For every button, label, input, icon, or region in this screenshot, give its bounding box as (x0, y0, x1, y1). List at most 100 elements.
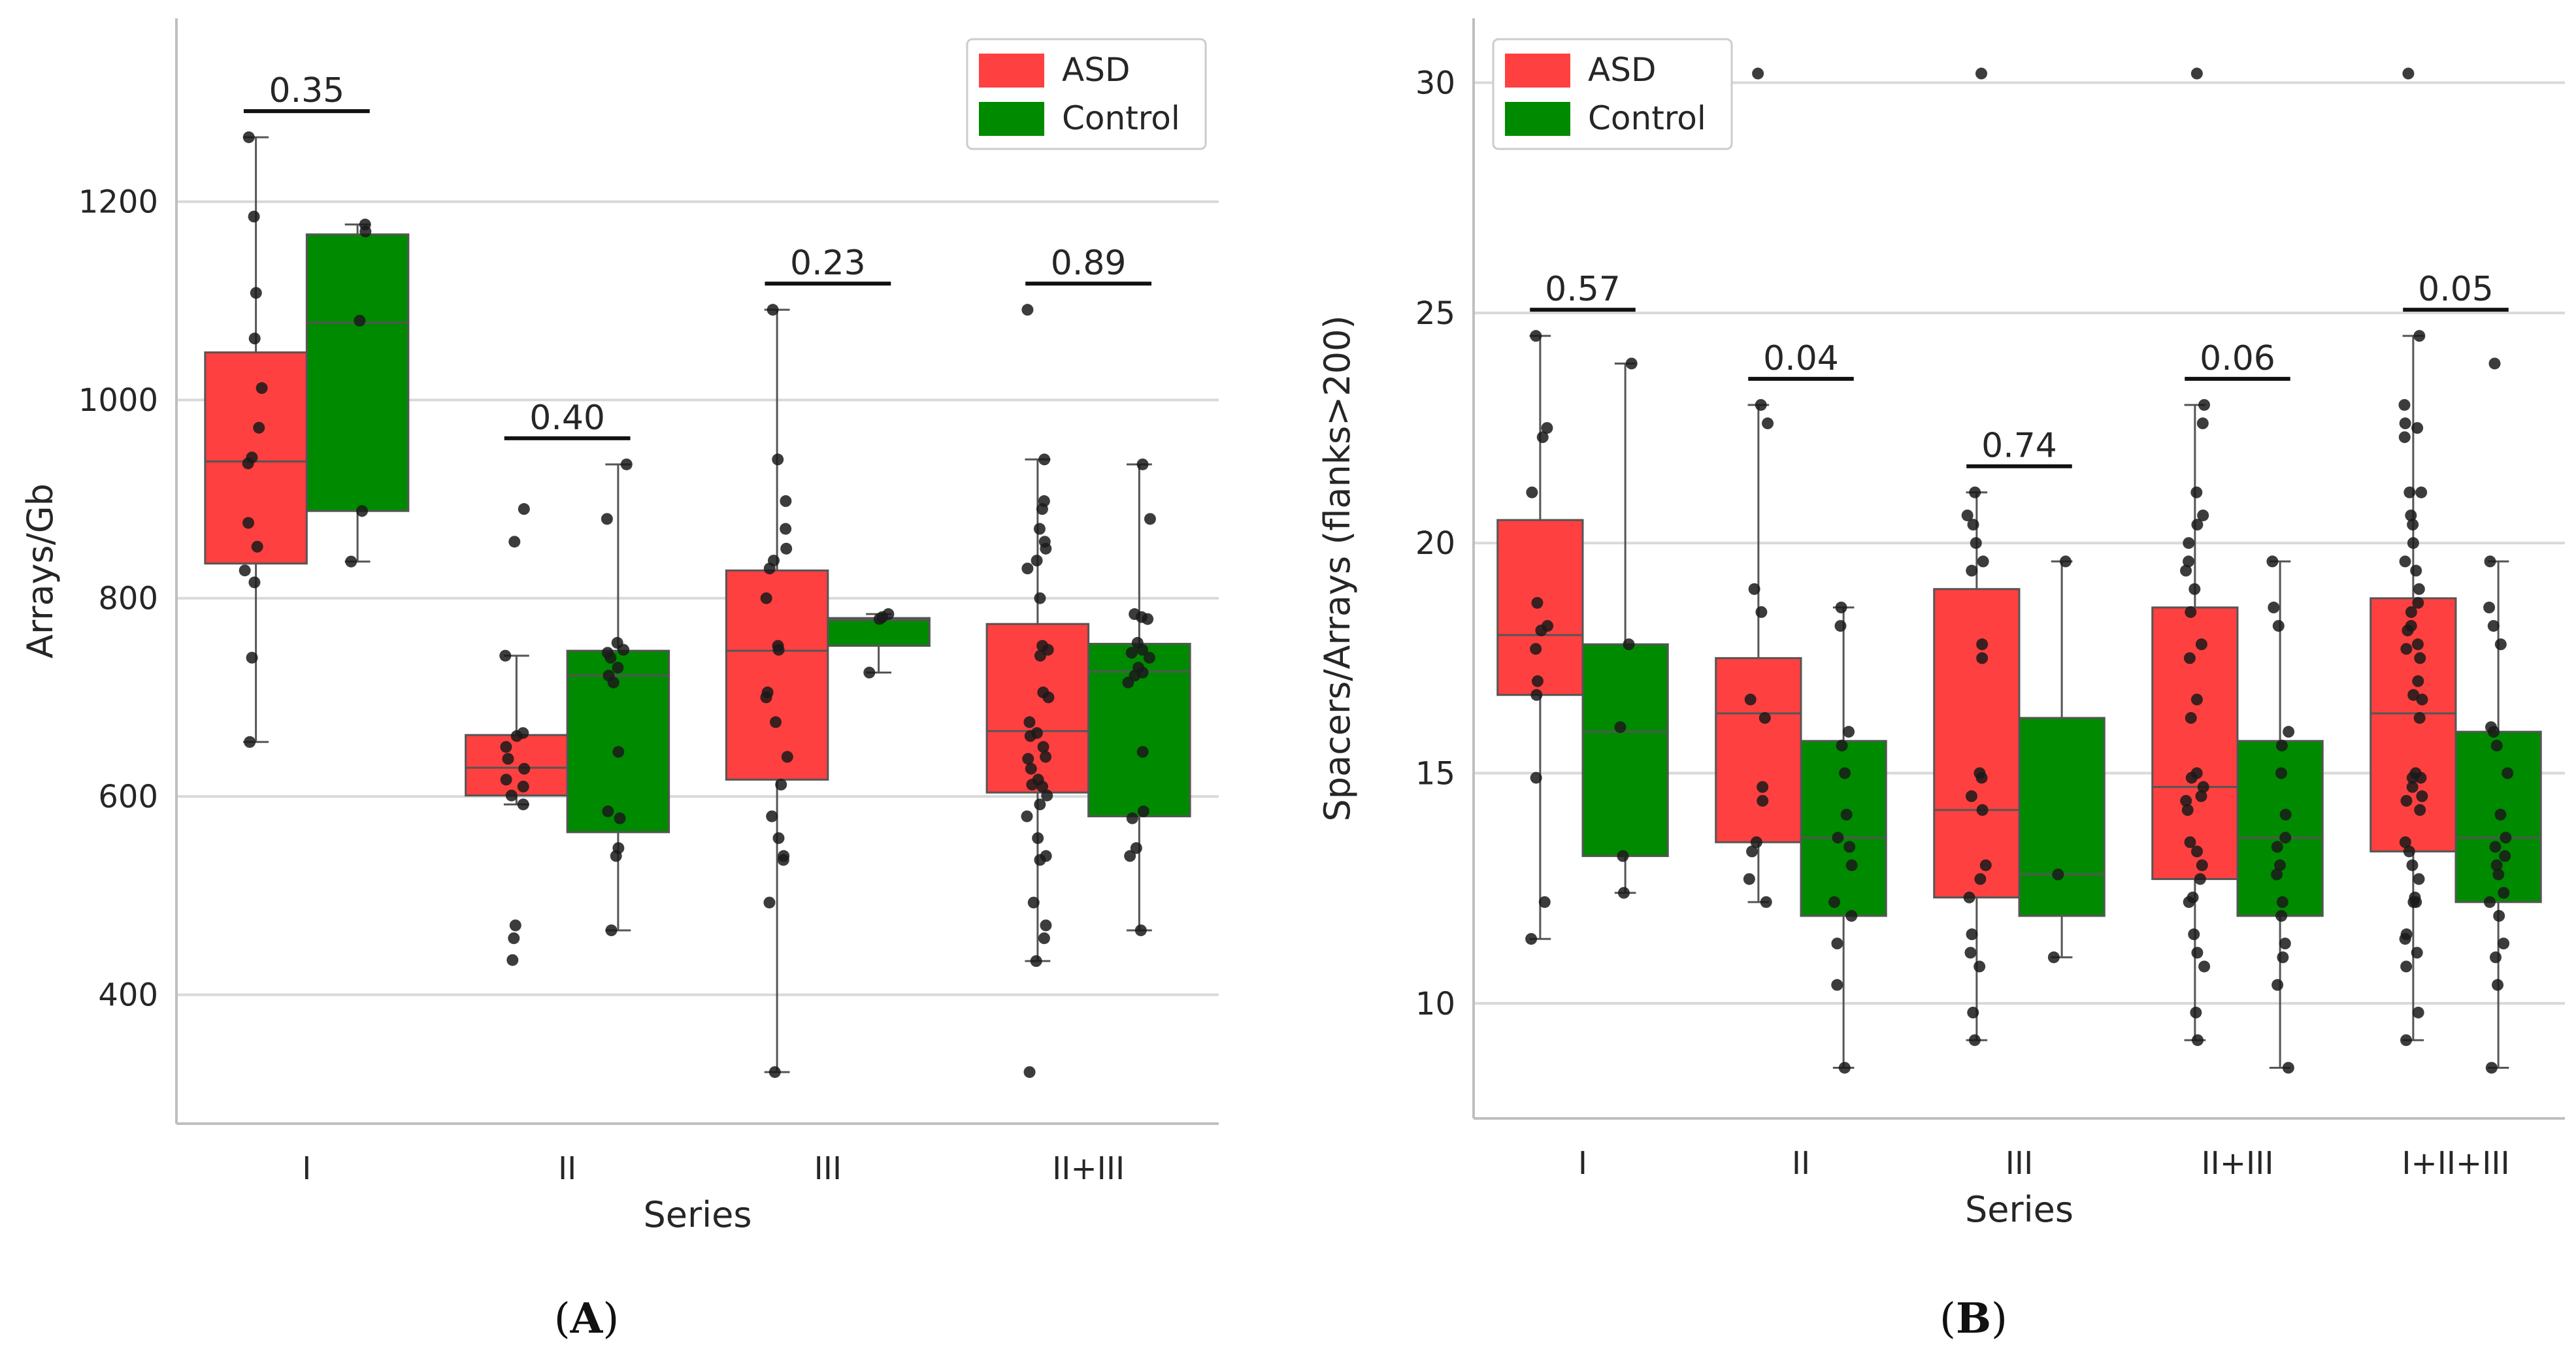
data-point (610, 850, 622, 862)
box-body (725, 569, 829, 781)
data-point (2183, 652, 2196, 664)
data-point (242, 457, 254, 470)
data-point (1743, 873, 1755, 885)
pvalue-label: 0.40 (529, 398, 605, 438)
data-point (1033, 523, 1046, 535)
x-axis-label: Series (643, 1194, 751, 1235)
data-point (1967, 519, 1979, 531)
data-point (1623, 638, 1635, 651)
data-point (2190, 1006, 2202, 1018)
data-point (242, 517, 255, 529)
data-point (1034, 649, 1046, 662)
data-point (2276, 896, 2288, 908)
data-point (1022, 753, 1034, 765)
box-body (305, 233, 410, 512)
y-tick-label: 15 (1415, 756, 1455, 792)
data-point (2487, 620, 2500, 632)
box-asd-iplusiiplusiii (2370, 67, 2457, 1047)
data-point (2272, 620, 2285, 632)
data-point (1036, 503, 1048, 515)
data-point (2183, 555, 2195, 568)
data-point (2195, 638, 2207, 651)
pvalue-label: 0.57 (1545, 270, 1621, 309)
data-point (356, 505, 369, 517)
data-point (2400, 794, 2413, 807)
data-point (2416, 693, 2428, 706)
data-point (2414, 804, 2426, 816)
data-point (1845, 859, 1858, 871)
data-point (2277, 951, 2289, 964)
data-point (502, 753, 514, 765)
data-point (2485, 1062, 2498, 1074)
data-point (1831, 937, 1843, 950)
data-point (2411, 947, 2423, 959)
data-point (2399, 417, 2411, 430)
data-point (2191, 947, 2204, 959)
data-point (777, 854, 789, 866)
data-point (2195, 790, 2207, 802)
data-point (2493, 909, 2505, 922)
data-point (604, 651, 617, 664)
data-point (873, 613, 885, 625)
data-point (509, 919, 521, 932)
data-point (1831, 979, 1843, 991)
data-point (2191, 519, 2204, 531)
data-point (1030, 955, 1042, 968)
data-point (1134, 924, 1147, 937)
data-point (766, 810, 778, 822)
data-point (1625, 357, 1638, 370)
data-point (1744, 693, 1757, 706)
data-point (2494, 808, 2507, 821)
data-point (1977, 555, 1989, 568)
data-point (1973, 960, 1986, 973)
box-asd-iiplusiii (985, 304, 1090, 1079)
data-point (772, 832, 785, 844)
data-point (1038, 453, 1051, 466)
data-point (1755, 398, 1767, 411)
data-point (2413, 873, 2425, 885)
box-body (465, 734, 569, 797)
legend: ASD Control (1492, 38, 1733, 150)
data-point (250, 287, 262, 299)
data-point (2400, 960, 2413, 973)
box-control-i (305, 218, 410, 568)
data-point (2052, 868, 2064, 881)
data-point (2197, 781, 2209, 793)
data-point (1125, 647, 1138, 659)
data-point (2403, 486, 2416, 498)
data-point (2188, 583, 2201, 595)
data-point (763, 562, 776, 575)
data-point (1966, 564, 1978, 577)
data-point (2405, 509, 2417, 521)
data-point (1757, 781, 1769, 793)
box-body (1715, 657, 1802, 843)
data-point (1538, 896, 1551, 908)
data-point (239, 564, 251, 577)
data-point (1025, 762, 1037, 775)
data-point (1970, 537, 1982, 549)
data-point (1976, 638, 1989, 651)
data-point (2271, 841, 2283, 853)
data-point (2483, 896, 2496, 908)
data-point (248, 576, 261, 589)
data-point (1037, 741, 1049, 753)
legend-entry: ASD (1588, 51, 1656, 89)
pvalue-label: 0.04 (1763, 339, 1839, 378)
data-point (256, 382, 268, 395)
data-point (2500, 832, 2512, 844)
data-point (1755, 606, 1768, 618)
data-point (2399, 836, 2411, 849)
box-control-iiplusiii (2236, 555, 2324, 1074)
box-asd-iiplusiii (2151, 67, 2239, 1047)
data-point (2400, 1034, 2413, 1047)
data-point (2194, 873, 2206, 885)
data-point (2406, 772, 2419, 784)
data-point (2196, 417, 2209, 430)
box-body (2236, 740, 2324, 917)
data-point (508, 932, 520, 945)
data-point (2185, 711, 2197, 724)
data-point (605, 924, 618, 937)
data-point (780, 523, 792, 535)
